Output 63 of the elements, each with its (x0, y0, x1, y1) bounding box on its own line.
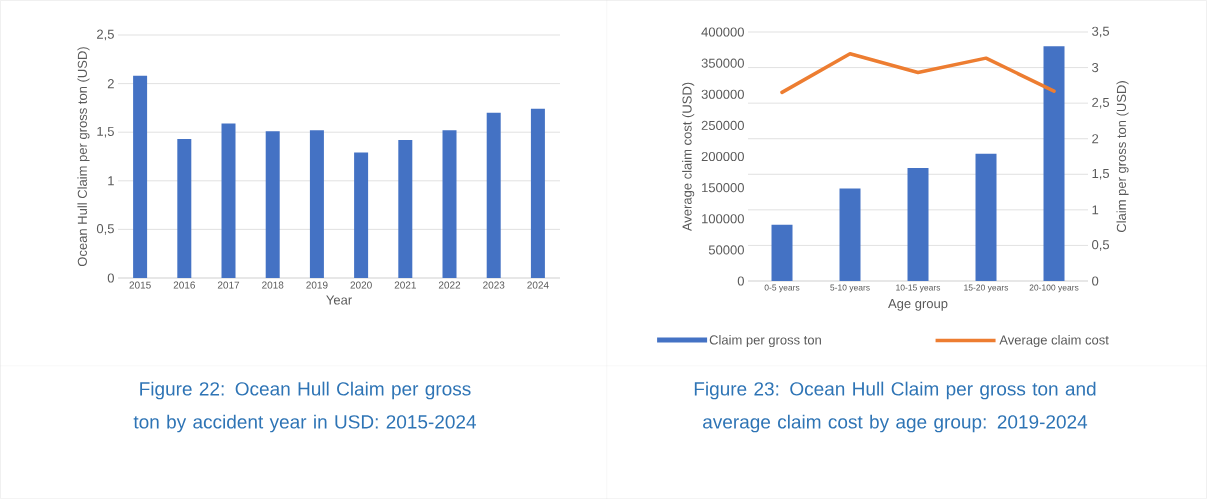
y2-tick-label: 3,5 (1092, 26, 1110, 38)
bar (530, 108, 545, 278)
x-tick-label: 15-20 years (964, 284, 1009, 293)
bar (354, 152, 369, 278)
x-tick-label: 2021 (394, 281, 416, 289)
y-tick-label: 250000 (701, 120, 744, 130)
y2-tick-label: 2 (1092, 134, 1099, 144)
text: Figure 23: Ocean Hull Claim per gross ton and average claim cost by age group: 2019-2024 (694, 381, 1096, 433)
y-tick-label: 0,5 (96, 224, 114, 235)
bar (221, 123, 236, 278)
y-tick-label: 300000 (701, 89, 744, 99)
y2-tick-label: 1,5 (1092, 168, 1110, 180)
x-tick-label: 2016 (173, 281, 195, 289)
y2-tick-label: 1 (1092, 205, 1099, 215)
legend-label: Claim per gross ton (709, 334, 821, 348)
y-tick-label: 1,5 (97, 126, 114, 138)
y-tick-label: 1 (108, 176, 114, 186)
bar (907, 167, 929, 281)
bar (398, 139, 413, 278)
y-tick-label: 0 (107, 273, 114, 283)
x-tick-label: 2019 (306, 281, 328, 289)
bar (486, 112, 501, 278)
x-tick-label: 2018 (262, 281, 284, 289)
bar (839, 188, 861, 281)
x-axis-title: Age group (888, 299, 948, 311)
x-tick-label: 10-15 years (896, 284, 941, 293)
x-tick-label: 20-100 years (1029, 284, 1079, 293)
line-series (780, 52, 1056, 95)
bar (265, 131, 280, 278)
bar (975, 153, 997, 281)
y-tick-label: 2,5 (97, 29, 114, 41)
x-tick-label: 2022 (438, 281, 461, 289)
y-tick-label: 150000 (702, 183, 744, 193)
x-tick-label: 2017 (217, 281, 240, 289)
y2-tick-label: 0 (1092, 276, 1099, 286)
y-tick-label: 400000 (701, 27, 744, 37)
y2-tick-label: 2,5 (1092, 97, 1110, 109)
y2-tick-label: 3 (1092, 62, 1099, 73)
x-axis-title: Year (326, 295, 352, 305)
y-tick-label: 0 (737, 276, 744, 286)
bar (133, 75, 148, 278)
text: Figure 22: Ocean Hull Claim per gross ton by accident year in USD: 2015-2024 (133, 381, 476, 433)
bar (771, 224, 793, 281)
y-tick-label: 50000 (708, 245, 744, 255)
x-tick-label: 0-5 years (764, 284, 800, 293)
x-tick-label: 2024 (527, 281, 549, 289)
y-axis-title: Ocean Hull Claim per gross ton (USD) (77, 47, 90, 267)
legend-label: Average claim cost (999, 334, 1109, 348)
bar (309, 130, 324, 278)
bar (1043, 46, 1065, 281)
bar (177, 139, 192, 278)
x-tick-label: 2015 (129, 281, 151, 289)
y-tick-label: 2 (107, 79, 114, 89)
x-tick-label: 2020 (350, 281, 372, 289)
y-axis-title: Average claim cost (USD) (682, 82, 695, 232)
y-tick-label: 200000 (701, 151, 744, 162)
y2-tick-label: 0,5 (1092, 240, 1110, 251)
bar (442, 130, 457, 278)
x-tick-label: 5-10 years (830, 284, 870, 293)
y2-axis-title: Claim per gross ton (USD) (1116, 81, 1129, 233)
y-tick-label: 100000 (702, 214, 744, 224)
y-tick-label: 350000 (701, 58, 744, 68)
x-tick-label: 2023 (483, 281, 505, 289)
